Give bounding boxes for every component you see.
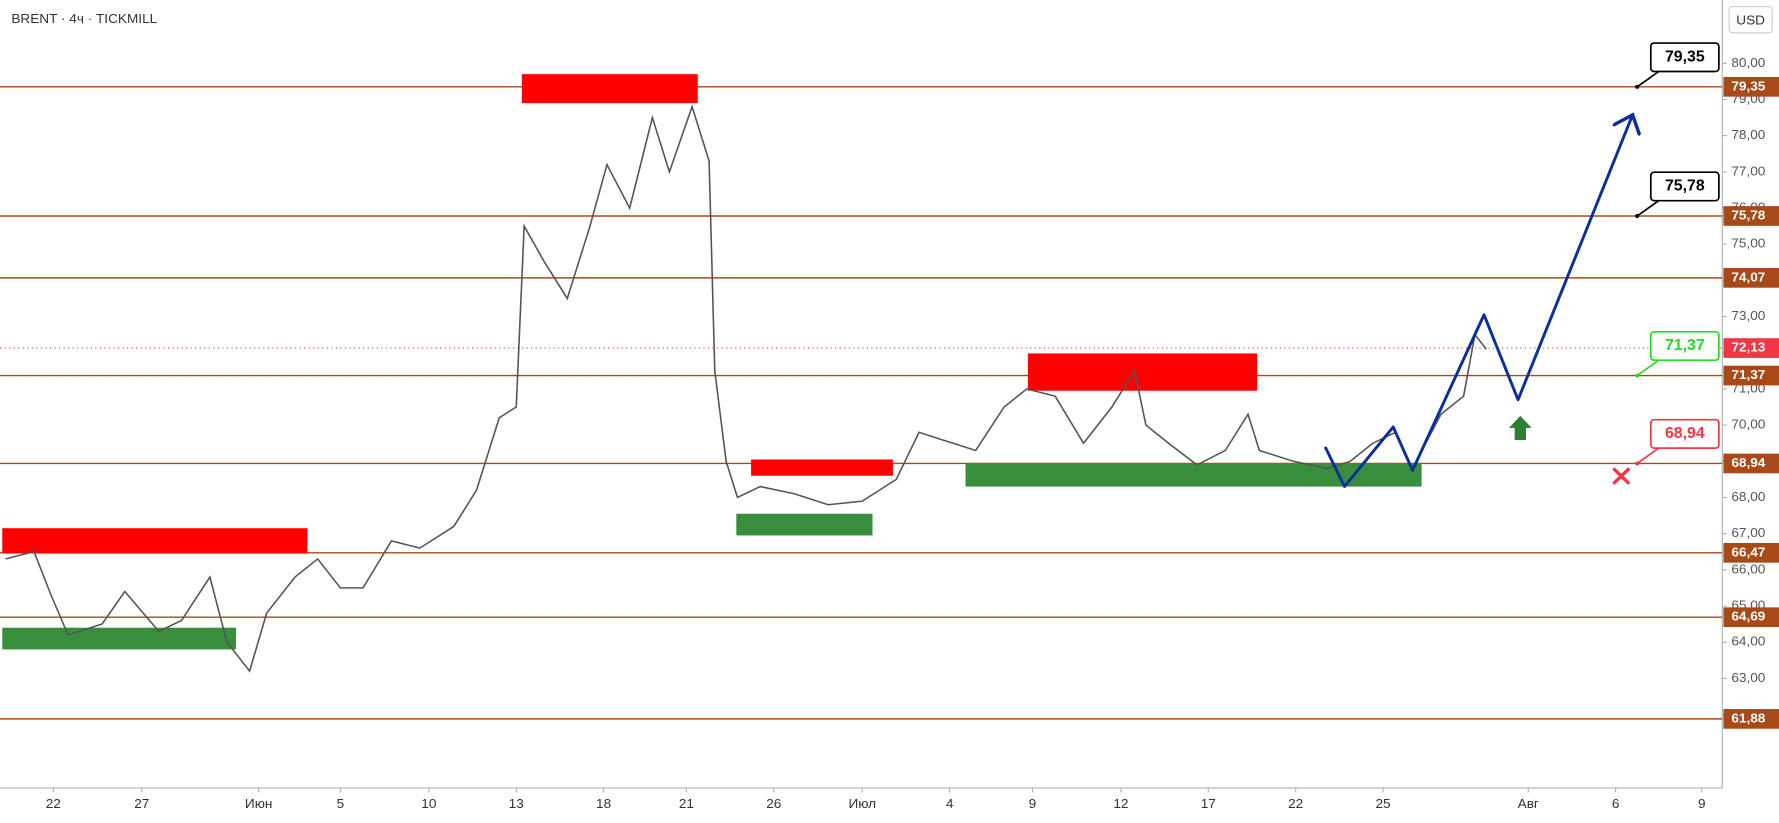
y-tick-label: 64,00 [1731,634,1765,649]
level-label-box [1723,268,1779,288]
x-tick-label: 27 [134,796,149,811]
chart-title: BRENT · 4ч · TICKMILL [11,11,157,26]
callout-pointer [1636,200,1660,217]
level-label: 66,47 [1731,545,1765,560]
y-tick-label: 75,00 [1731,236,1765,251]
y-axis-label: USD [1736,12,1765,27]
level-label: 68,94 [1731,455,1766,470]
callout-box [1649,330,1720,362]
y-tick-label: 80,00 [1731,55,1765,70]
level-label: 61,88 [1731,711,1766,726]
callouts: 79,35 75,78 71,37 68,94 [1635,42,1720,466]
x-tick-label: Июл [848,796,876,811]
y-tick-label: 73,00 [1731,308,1765,323]
x-tick-label: Июн [245,796,272,811]
level-label-box [1723,542,1779,563]
x-tick-label: 13 [509,796,524,811]
current-price-label: 72,13 [1731,340,1765,355]
callout-label: 68,94 [1665,425,1705,442]
zone [1027,353,1258,391]
x-tick-label: 17 [1201,796,1216,811]
x-tick-label: 22 [46,796,61,811]
callout-box [1649,42,1720,73]
level-label-box [1723,365,1779,386]
y-tick-label: 78,00 [1731,127,1765,142]
projection-line [1323,118,1631,488]
callout-pointer [1636,447,1660,465]
x-tick-label: 22 [1288,796,1303,811]
x-tick-label: 9 [1029,796,1037,811]
callout-pointer [1636,359,1660,377]
callout-box [1649,418,1720,449]
y-tick-label: 70,00 [1731,417,1765,432]
x-tick-label: 5 [337,796,345,811]
y-tick-label: 68,00 [1731,489,1765,504]
currency-box [1728,6,1773,34]
x-tick-label: 21 [679,796,694,811]
level-label-box [1723,76,1779,97]
zone [2,627,236,650]
level-label-box [1723,607,1779,628]
buy-arrow [1508,415,1532,440]
x-tick-label: Авг [1518,796,1539,811]
level-label-box [1723,206,1779,226]
zone [2,528,308,554]
y-tick-label: 67,00 [1731,525,1765,540]
x-tick-label: 18 [596,796,611,811]
zone [751,459,893,476]
stop-marker [1612,467,1631,485]
level-label-box [1723,453,1779,474]
x-tick-label: 10 [421,796,436,811]
zone [965,463,1422,487]
callout-label: 75,78 [1665,178,1705,195]
y-tick-label: 66,00 [1731,562,1765,577]
zones [2,74,1422,650]
series [5,104,1632,673]
current-price-box [1723,338,1779,358]
y-tick-label: 77,00 [1731,164,1765,179]
x-tick-label: 26 [766,796,781,811]
x-tick-label: 25 [1375,796,1390,811]
callout-box [1649,171,1720,202]
level-label: 64,69 [1731,609,1765,624]
level-label: 79,35 [1731,79,1766,94]
level-label: 71,37 [1731,367,1765,382]
level-label: 75,78 [1731,208,1766,223]
y-tick-label: 63,00 [1731,670,1765,685]
price-line [5,104,1487,673]
x-tick-label: 4 [946,796,954,811]
callout-pointer [1636,70,1660,88]
callout-label: 71,37 [1665,337,1705,354]
x-tick-label: 12 [1113,796,1128,811]
zone [736,513,873,536]
x-tick-label: 6 [1612,796,1620,811]
callout-label: 79,35 [1665,49,1705,66]
level-label-box [1723,709,1779,729]
zone [521,74,698,104]
levels: 79,35 75,78 74,07 71,37 68,94 66,47 64,69 61,88… [0,76,1779,729]
level-label: 74,07 [1731,270,1765,285]
x-tick-label: 9 [1698,796,1706,811]
